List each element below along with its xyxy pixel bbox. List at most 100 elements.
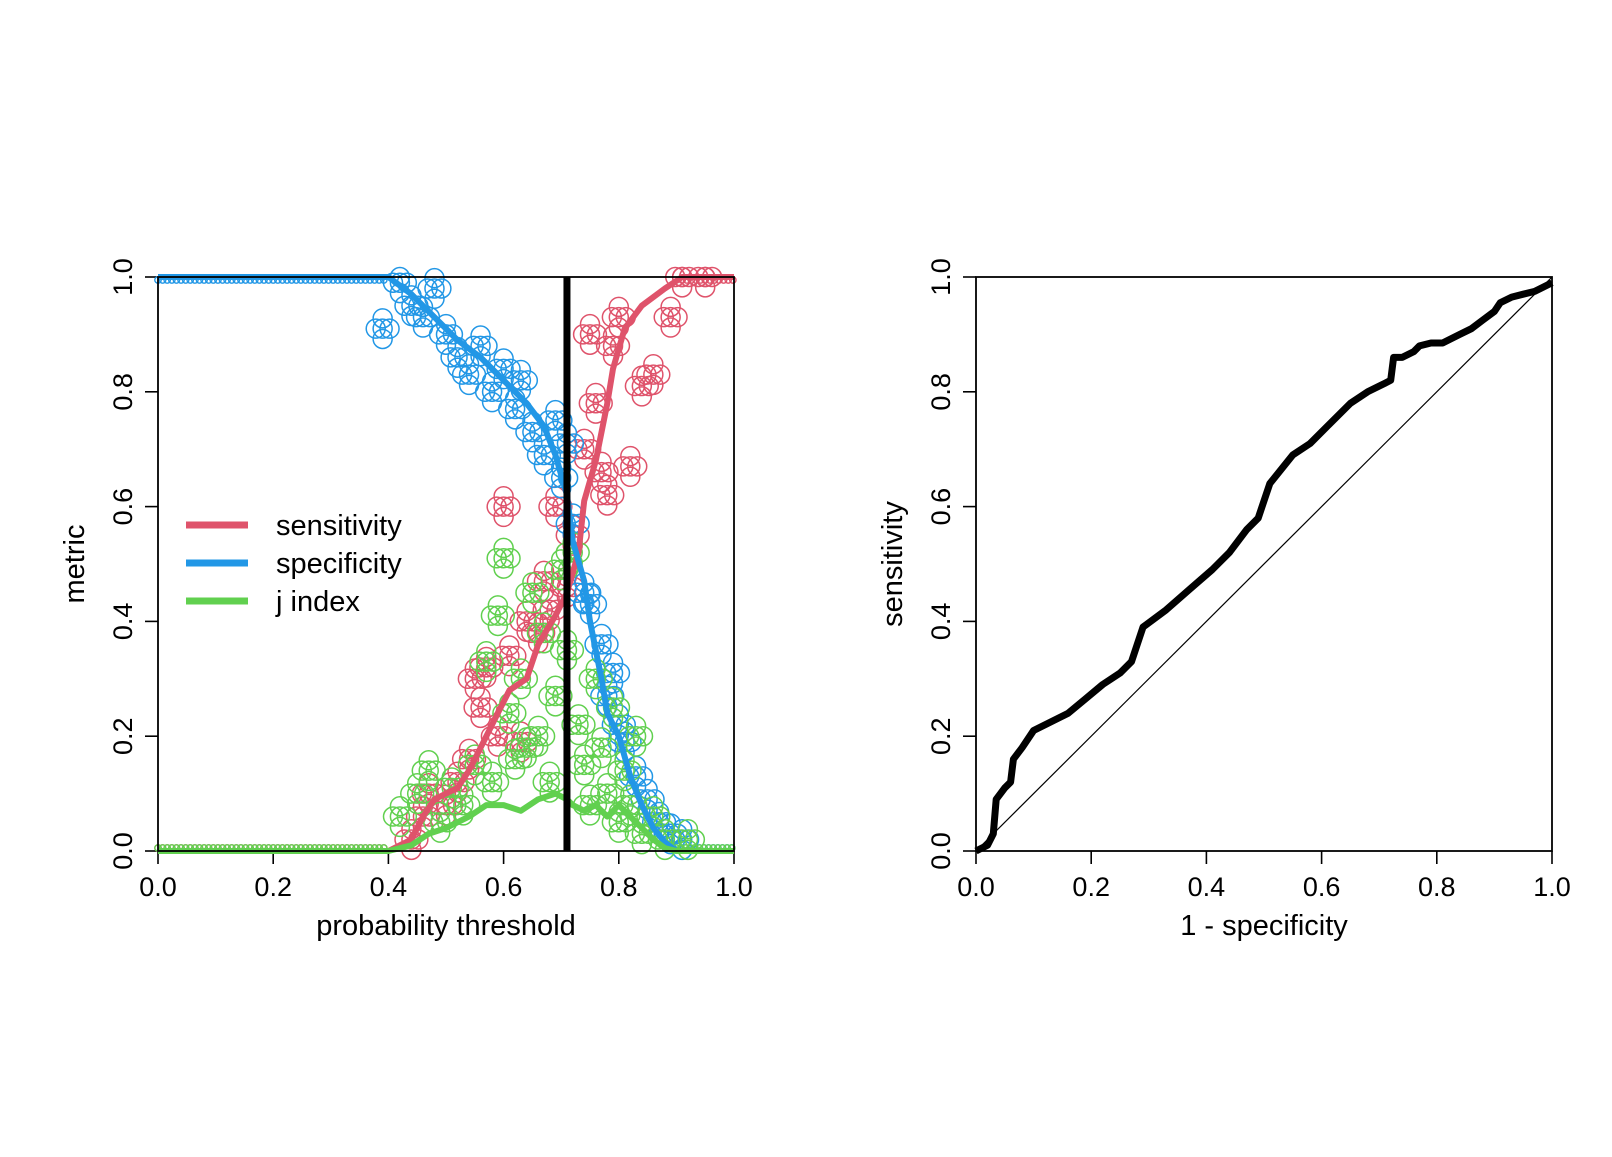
data-point [372,328,393,350]
data-point [552,685,573,707]
data-point [631,833,653,855]
data-point [572,593,594,615]
data-point [504,398,526,420]
legend-label: specificity [276,548,402,580]
data-point [532,599,554,621]
data-point [474,771,496,793]
data-point [476,657,497,678]
data-point [493,368,514,390]
data-point [595,335,617,357]
y-tick-label: 0.6 [108,488,138,526]
data-point [573,754,595,776]
data-point [643,353,664,375]
data-point [469,651,490,672]
data-point [372,308,393,329]
data-point [481,761,503,783]
data-point [575,714,596,735]
data-point [405,306,427,328]
data-point [493,486,514,507]
data-point [539,771,560,793]
data-point [533,455,555,476]
legend-label: j index [275,586,360,618]
data-point [481,381,503,403]
data-point [671,818,693,840]
data-point [522,421,543,443]
data-point [389,272,411,293]
y-tick-label: 1.0 [108,258,138,296]
data-point [470,707,491,729]
y-tick-label: 1.0 [926,258,956,296]
x-tick-label: 0.8 [600,872,638,902]
data-point [539,761,560,783]
x-tick-label: 0.4 [370,872,408,902]
data-point [527,725,549,747]
x-tick-label: 0.2 [254,872,292,902]
data-point [585,382,607,404]
y-tick-label: 0.4 [108,603,138,641]
data-point [591,747,612,769]
data-point [677,818,699,840]
data-point [527,736,549,757]
data-point [406,793,428,815]
data-point [411,760,433,781]
y-tick-label: 0.8 [108,373,138,411]
data-point [529,582,550,603]
data-point [476,646,497,668]
data-point [608,822,630,843]
y-tick-label: 0.0 [108,832,138,870]
data-point [480,605,502,626]
data-point [631,375,653,397]
data-point [573,764,595,786]
data-point [613,456,634,477]
data-point [413,783,435,804]
data-point [561,714,582,735]
x-tick-label: 0.0 [139,872,177,902]
data-point [493,348,514,369]
data-point [453,794,474,816]
data-point [516,611,537,632]
data-point [598,461,619,483]
data-point [515,582,536,603]
data-point [620,466,641,488]
data-point [442,324,464,345]
data-point [520,725,542,747]
y-axis-label: metric [59,525,91,604]
x-axis-label: probability threshold [316,910,576,942]
roc-curve [974,279,1554,855]
series-line-specificity [158,274,734,854]
data-point [400,783,421,804]
data-point [418,750,439,771]
legend-label: sensitivity [276,510,402,542]
roc-curve-panel: 0.0 0.2 0.4 0.6 0.8 1.0 0.0 0.2 0.4 0.6 0.8 1.0 1 - … [877,258,1571,942]
data-point [597,773,618,794]
data-point [435,334,457,355]
series-line-sensitivity [158,274,734,854]
y-tick-label: 0.2 [108,717,138,755]
data-point [493,558,514,579]
data-point [533,622,555,644]
data-point [365,318,386,339]
data-point [586,794,608,816]
data-point [579,784,601,805]
data-point [447,357,468,378]
data-point [590,783,611,804]
data-point [579,313,601,335]
data-point [486,548,507,569]
y-tick-label: 0.6 [926,488,956,526]
data-point [506,702,527,724]
x-tick-label: 0.0 [957,872,995,902]
y-axis-label: sensitivity [877,501,909,627]
data-point [573,744,595,765]
x-tick-label: 0.2 [1072,872,1110,902]
data-point [578,668,600,690]
data-point [440,347,461,368]
data-point [510,668,532,690]
data-point [526,444,548,466]
data-point [476,661,497,683]
data-point [597,783,618,804]
data-point [500,358,521,380]
data-point [620,456,641,477]
data-point [608,296,630,318]
data-point [389,816,411,838]
